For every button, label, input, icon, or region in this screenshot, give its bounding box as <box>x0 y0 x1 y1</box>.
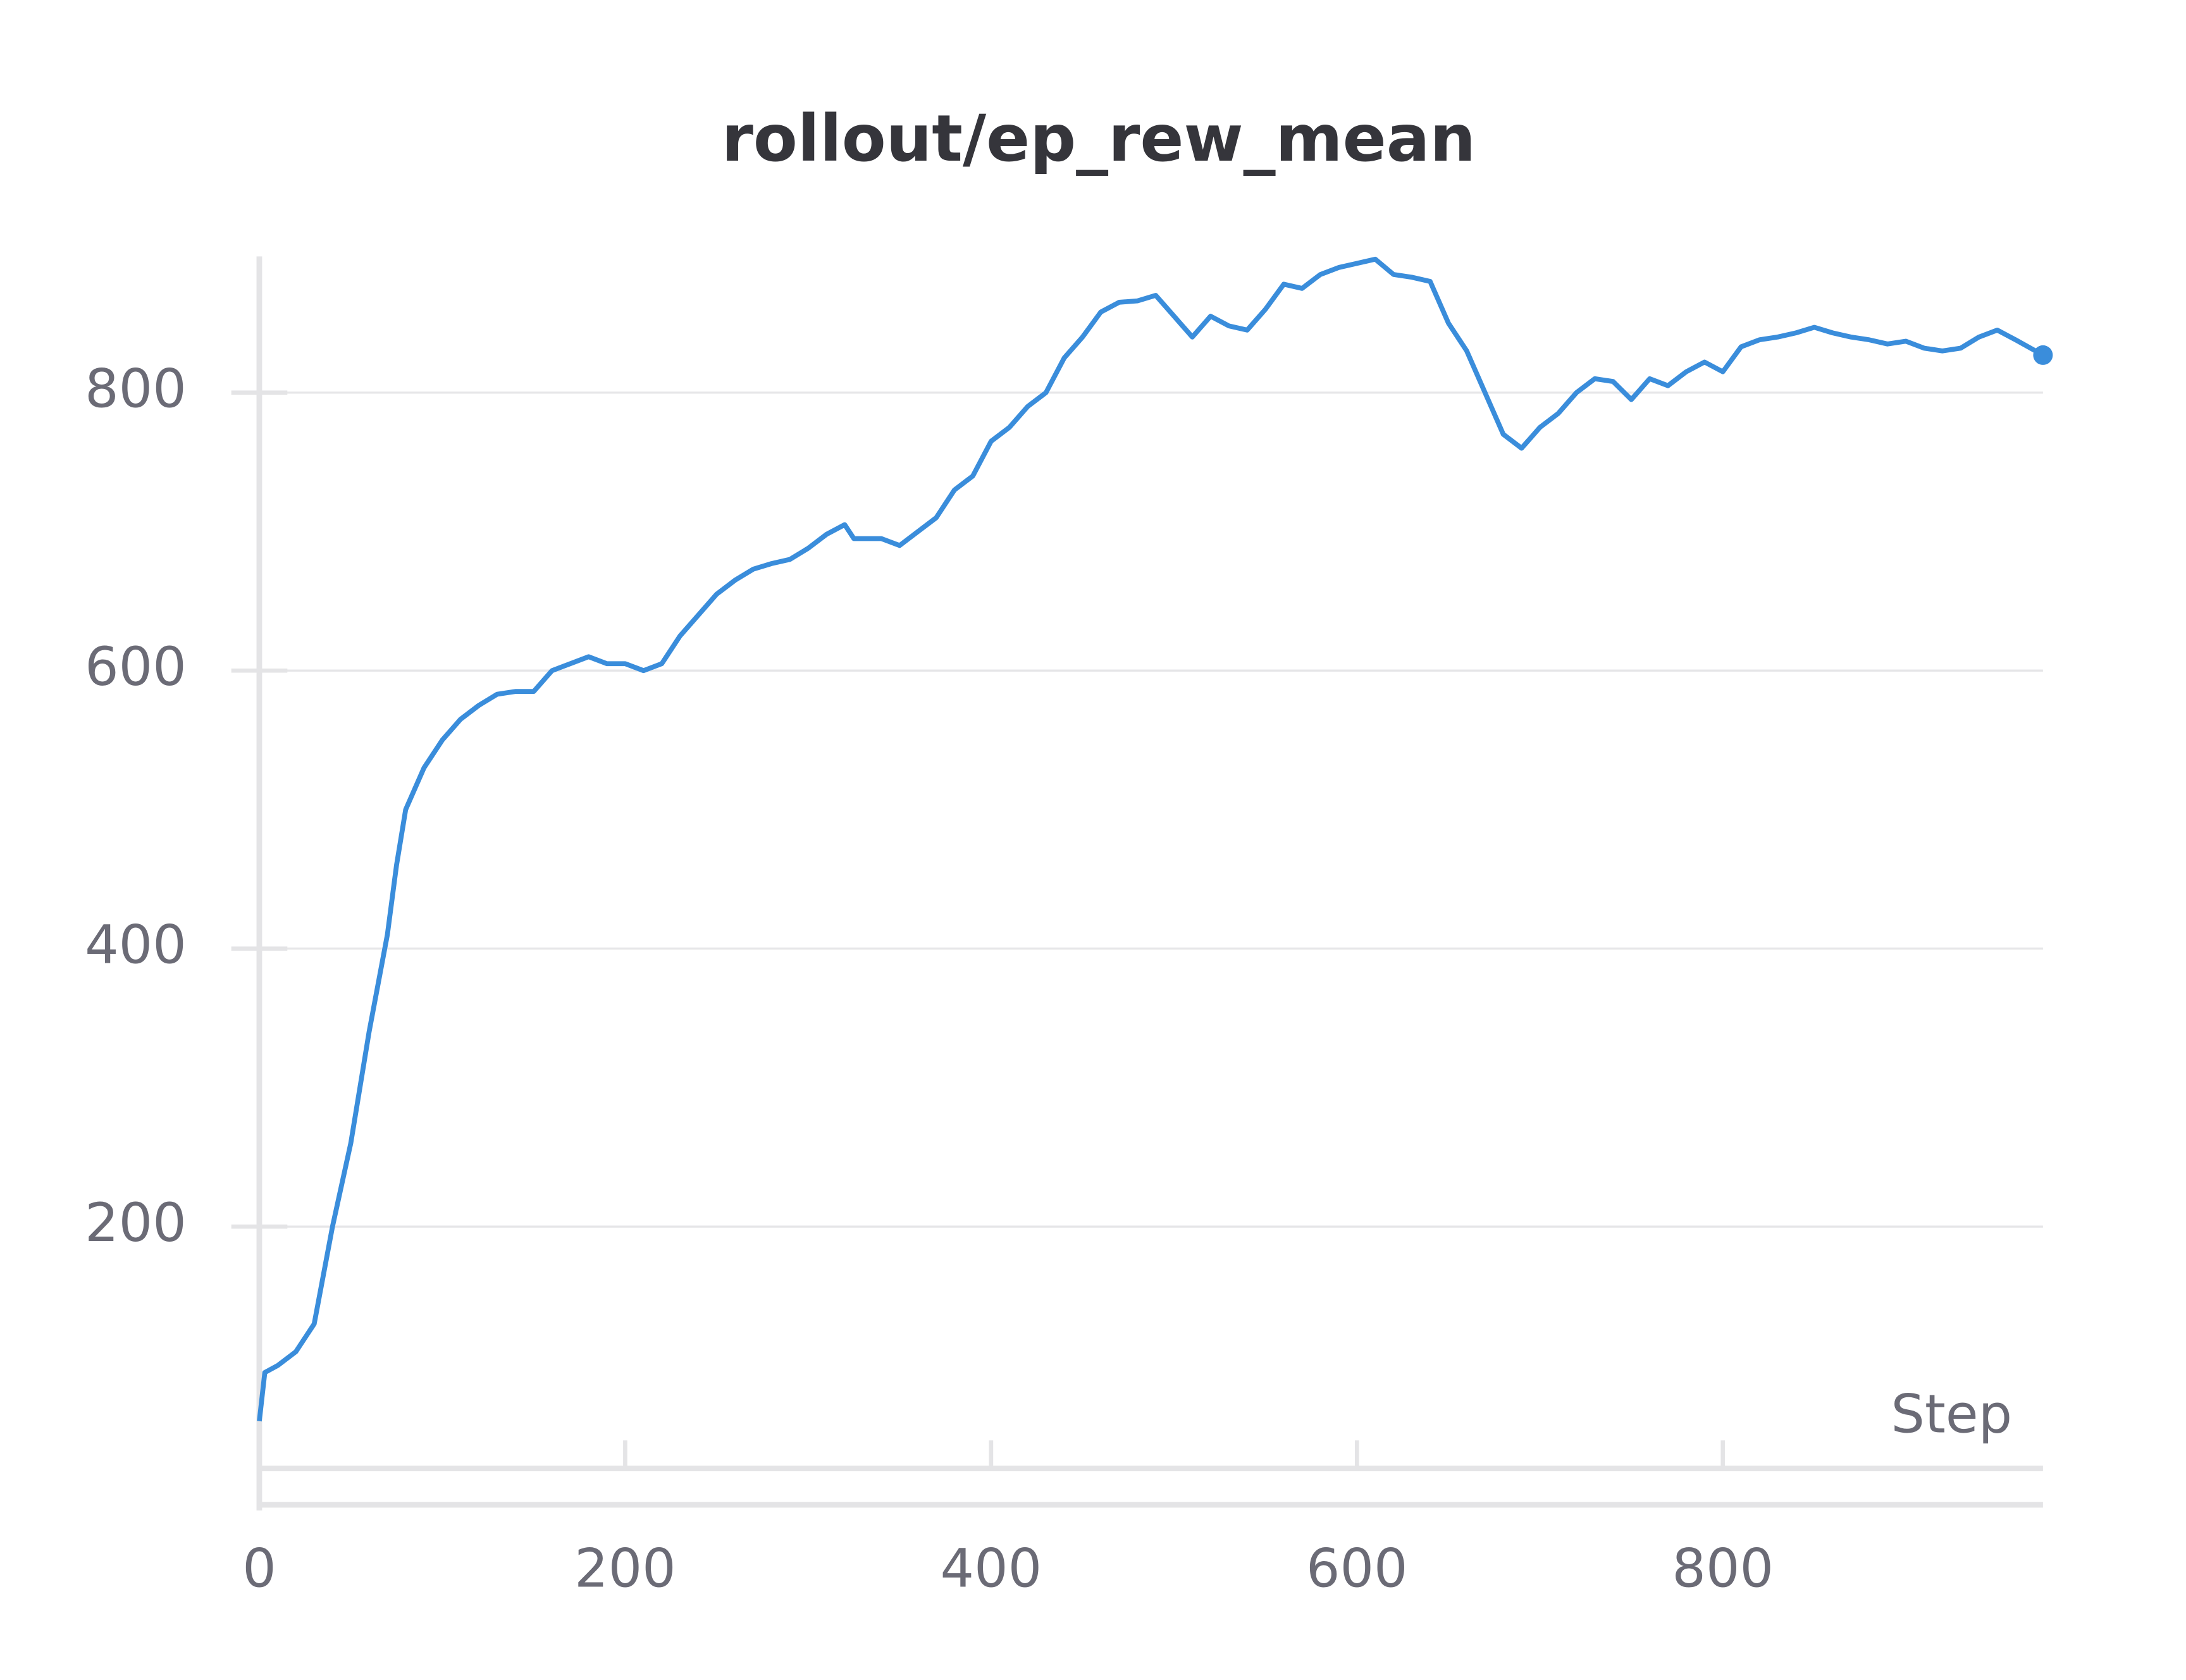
x-tick-label: 800 <box>1672 1537 1774 1599</box>
x-tick-label: 200 <box>574 1537 676 1599</box>
x-tick-label: 400 <box>941 1537 1042 1599</box>
y-tick-label: 600 <box>85 636 187 698</box>
y-tick-label: 400 <box>85 914 187 976</box>
y-tick-label: 200 <box>85 1192 187 1254</box>
y-tick-label: 800 <box>85 358 187 420</box>
end-point <box>2033 345 2053 365</box>
x-tick-label: 600 <box>1306 1537 1408 1599</box>
x-axis-label: Step <box>1891 1383 2013 1445</box>
chart-title: rollout/ep_rew_mean <box>722 101 1476 176</box>
x-tick-label: 0 <box>242 1537 276 1599</box>
data-line <box>257 256 2044 1422</box>
